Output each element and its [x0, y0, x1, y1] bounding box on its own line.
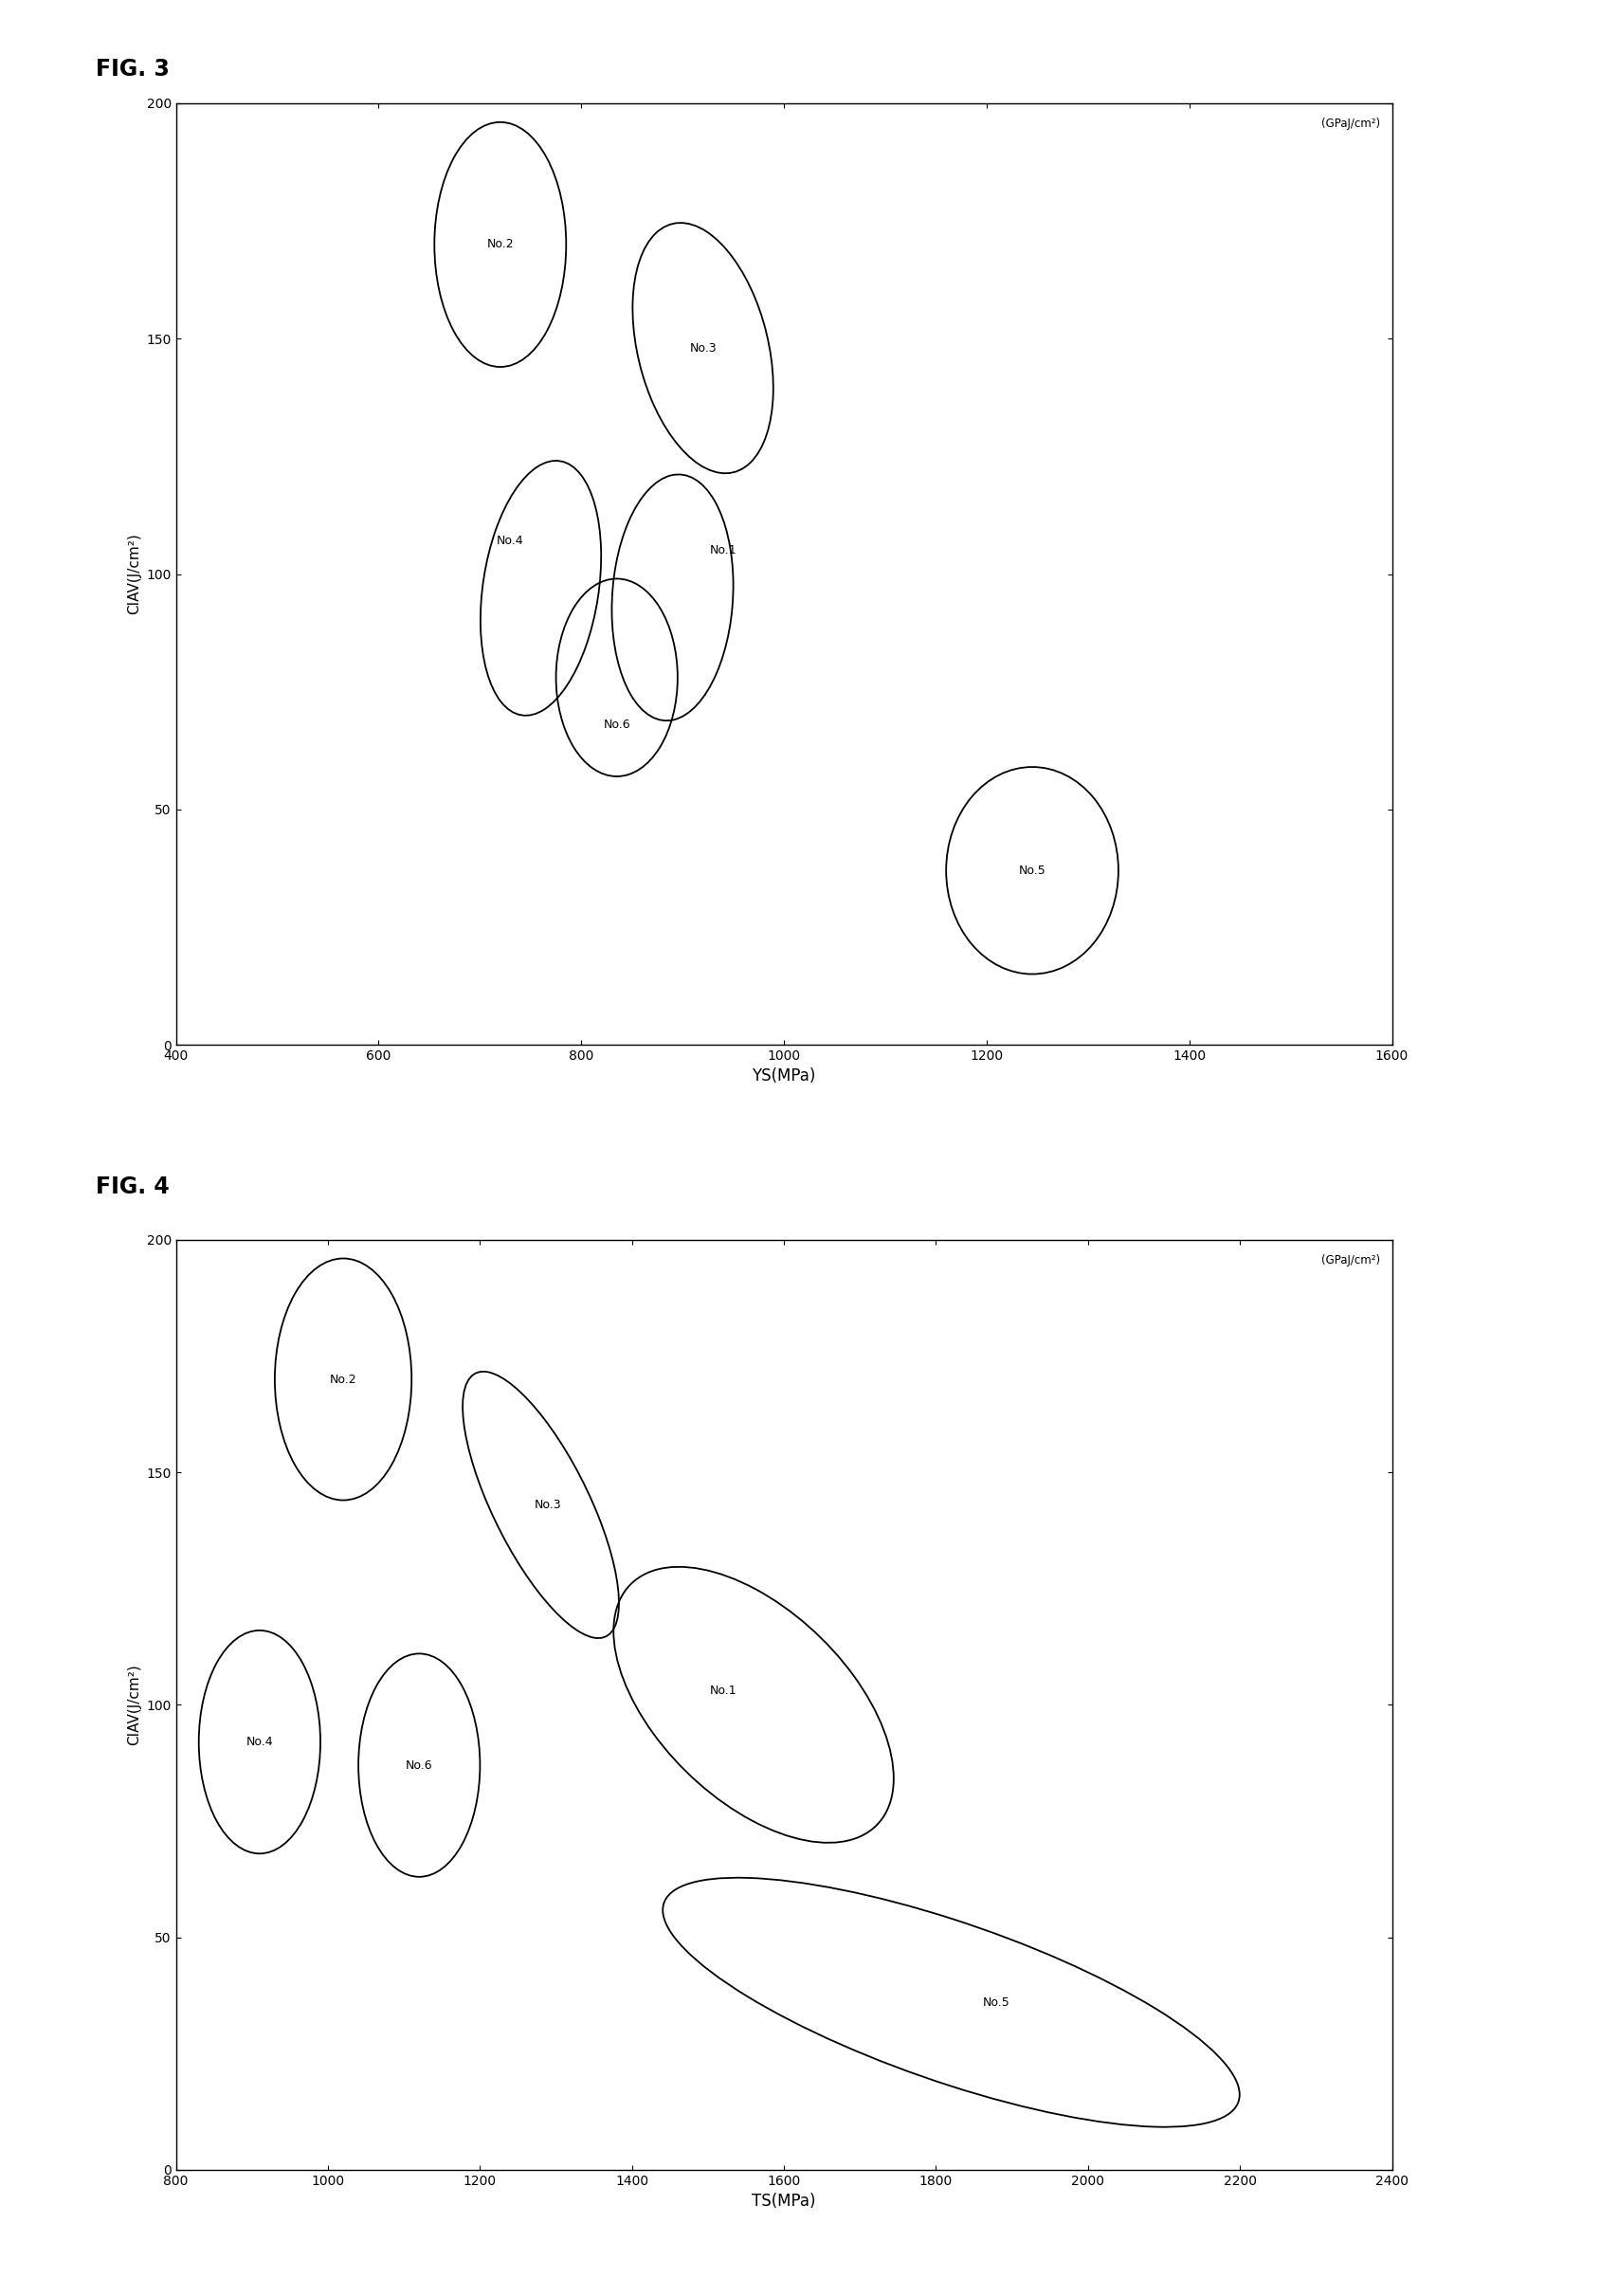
Text: (GPaJ/cm²): (GPaJ/cm²) [1322, 1254, 1379, 1265]
Text: (GPaJ/cm²): (GPaJ/cm²) [1322, 117, 1379, 131]
Text: No.2: No.2 [486, 239, 514, 250]
Text: No.1: No.1 [710, 544, 736, 556]
Text: No.1: No.1 [710, 1685, 736, 1697]
Text: No.4: No.4 [498, 535, 523, 546]
Text: No.5: No.5 [982, 1995, 1011, 2009]
Text: No.6: No.6 [406, 1759, 432, 1773]
Text: No.6: No.6 [603, 719, 630, 730]
Y-axis label: CIAV(J/cm²): CIAV(J/cm²) [126, 533, 141, 615]
Text: No.5: No.5 [1019, 863, 1046, 877]
Y-axis label: CIAV(J/cm²): CIAV(J/cm²) [126, 1665, 141, 1745]
X-axis label: YS(MPa): YS(MPa) [752, 1068, 816, 1086]
Text: FIG. 3: FIG. 3 [96, 57, 170, 80]
Text: No.3: No.3 [690, 342, 717, 354]
Text: FIG. 4: FIG. 4 [96, 1176, 170, 1199]
Text: No.4: No.4 [246, 1736, 274, 1747]
Text: No.3: No.3 [534, 1499, 562, 1511]
Text: No.2: No.2 [330, 1373, 357, 1384]
X-axis label: TS(MPa): TS(MPa) [752, 2193, 816, 2211]
